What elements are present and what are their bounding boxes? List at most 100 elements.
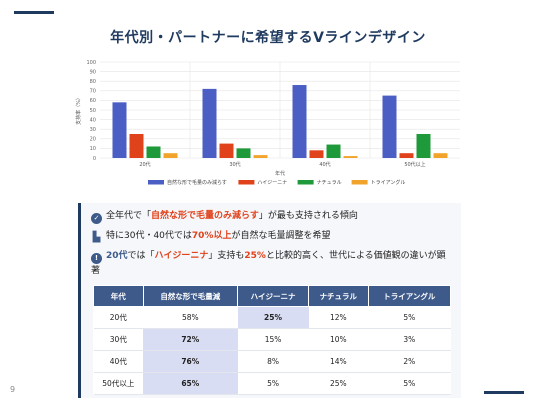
bar: [112, 102, 127, 158]
legend-label: ナチュラル: [317, 180, 342, 186]
y-tick-label: 90: [90, 69, 96, 75]
table-row: 30代 72% 15% 10% 3%: [93, 328, 451, 351]
y-tick-label: 0: [93, 156, 96, 162]
insight-2: ▙ 特に30代・40代では70%以上が自然な毛量調整を希望: [91, 229, 331, 243]
table-cell: 25%: [237, 306, 309, 329]
insight-panel: ✓ 全年代で「自然な形で毛量のみ減らす」が最も支持される傾向 ▙ 特に30代・40代…: [78, 203, 461, 398]
bar: [129, 134, 144, 158]
table-cell: 25%: [308, 372, 369, 395]
table-header: トライアングル: [367, 285, 452, 307]
bar: [163, 153, 178, 158]
table-row: 50代以上 65% 5% 25% 5%: [93, 372, 451, 395]
table-cell: 12%: [308, 306, 369, 329]
chart-bars: [112, 85, 448, 158]
x-tick-label: 30代: [229, 161, 240, 168]
legend-swatch: [148, 180, 164, 185]
legend-swatch: [238, 180, 255, 185]
insight-1: ✓ 全年代で「自然な形で毛量のみ減らす」が最も支持される傾向: [91, 209, 358, 224]
insight-text: と比較的高く、世代による価値観の違いが顕著: [91, 251, 446, 276]
table-cell: 5%: [237, 372, 309, 395]
insight-text: 特に30代・40代では: [106, 231, 192, 241]
insight-3: ! 20代では「ハイジーニナ」支持も25%と比較的高く、世代による価値観の違いが顕…: [91, 249, 451, 278]
insight-text: が自然な毛量調整を希望: [231, 231, 331, 241]
legend-label: 自然な形で毛量のみ減らす: [167, 179, 227, 186]
bottom-accent-rule: [484, 391, 524, 394]
insight-text: では「: [127, 251, 155, 261]
table-row: 40代 76% 8% 14% 2%: [93, 350, 451, 373]
table-cell: 72%: [143, 328, 238, 351]
table-cell: 14%: [308, 350, 369, 373]
exclamation-circle-icon: !: [91, 253, 102, 264]
y-tick-label: 30: [90, 127, 96, 133]
insight-text: 25%: [244, 251, 266, 261]
table-cell: 76%: [143, 350, 238, 373]
table-row: 20代 58% 25% 12% 5%: [93, 306, 451, 329]
table-cell: 3%: [368, 328, 451, 351]
chart-y-ticks: 0 10 20 30 40 50 60 70 80 90 100: [86, 60, 96, 162]
bar: [292, 85, 307, 158]
table-header: 年代: [93, 285, 144, 307]
bar: [416, 134, 431, 158]
bar-chart: 0 10 20 30 40 50 60 70 80 90 100 20代 30代 40代 50代以上 支持…: [75, 60, 460, 186]
bar: [202, 88, 217, 158]
table-cell: 20代: [93, 306, 144, 329]
x-tick-label: 20代: [139, 161, 150, 168]
bar: [433, 153, 448, 158]
bar: [382, 95, 397, 158]
table-header: 自然な形で毛量減: [142, 285, 239, 307]
insight-text: 20代: [106, 251, 128, 261]
x-tick-label: 40代: [319, 161, 330, 168]
chart-x-axis-label: 年代: [275, 170, 285, 177]
table-cell: 65%: [143, 372, 238, 395]
bar: [399, 153, 414, 158]
x-tick-label: 50代以上: [404, 161, 425, 168]
insight-text: 70%以上: [191, 231, 232, 241]
legend-swatch: [351, 180, 368, 185]
insight-text: ハイジーニナ: [154, 251, 209, 261]
page-title: 年代別・パートナーに希望するVラインデザイン: [110, 30, 426, 46]
y-tick-label: 60: [90, 98, 96, 104]
insight-text: 全年代で「: [106, 211, 152, 221]
top-accent-rule: [14, 11, 54, 14]
table-cell: 15%: [237, 328, 309, 351]
table-cell: 40代: [93, 350, 144, 373]
table-cell: 10%: [308, 328, 369, 351]
chart-legend: 自然な形で毛量のみ減らす ハイジーニナ ナチュラル トライアングル: [148, 179, 405, 186]
bar: [219, 143, 234, 158]
y-tick-label: 50: [90, 108, 96, 114]
table-header: ハイジーニナ: [237, 285, 310, 307]
legend-label: ハイジーニナ: [257, 180, 287, 186]
bar-chart-icon: ▙: [92, 232, 101, 243]
check-circle-icon: ✓: [91, 213, 102, 224]
bar: [253, 155, 268, 158]
table-cell: 5%: [368, 372, 451, 395]
table-header: ナチュラル: [308, 285, 369, 307]
y-tick-label: 70: [90, 89, 96, 95]
chart-x-ticks: 20代 30代 40代 50代以上: [139, 161, 425, 168]
y-tick-label: 40: [90, 117, 96, 123]
chart-y-axis-label: 支持率（%）: [75, 95, 82, 125]
bar: [309, 150, 324, 158]
y-tick-label: 100: [86, 60, 96, 66]
table-cell: 58%: [143, 306, 238, 329]
table-cell: 50代以上: [93, 372, 144, 395]
table-cell: 8%: [237, 350, 309, 373]
y-tick-label: 10: [90, 146, 96, 152]
bar: [343, 156, 358, 158]
insight-text: 」支持も: [208, 251, 245, 261]
insight-text: 自然な形で毛量のみ減らす: [151, 211, 259, 221]
insight-text: 」が最も支持される傾向: [258, 211, 358, 221]
legend-swatch: [297, 180, 314, 185]
table-header-row: 年代 自然な形で毛量減 ハイジーニナ ナチュラル トライアングル: [93, 285, 452, 307]
table-cell: 30代: [93, 328, 144, 351]
legend-label: トライアングル: [371, 179, 406, 186]
page-number: 9: [10, 385, 16, 394]
table-cell: 2%: [368, 350, 451, 373]
bar: [236, 148, 251, 158]
bar: [326, 144, 341, 158]
bar: [146, 146, 161, 158]
table-cell: 5%: [368, 306, 451, 329]
data-table: 年代 自然な形で毛量減 ハイジーニナ ナチュラル トライアングル 20代 58% 2…: [93, 285, 452, 395]
chart-gridlines: [100, 61, 460, 159]
y-tick-label: 20: [90, 137, 96, 143]
